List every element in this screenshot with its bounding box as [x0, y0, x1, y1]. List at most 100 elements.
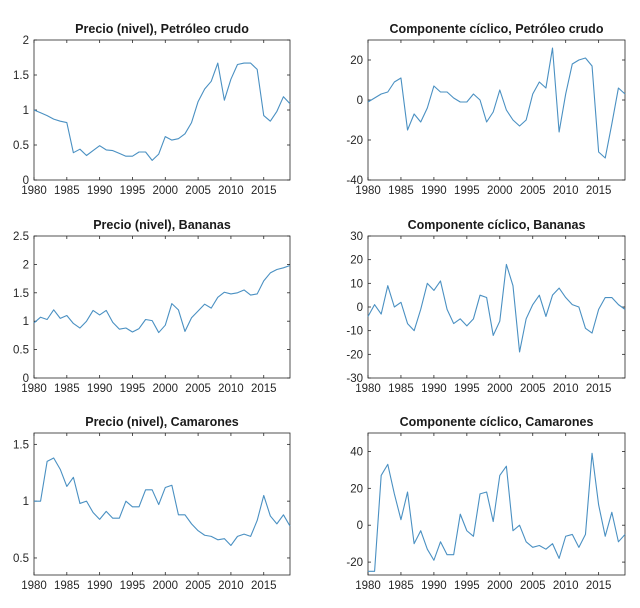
x-tick-label: 1990: [421, 185, 447, 197]
x-tick-label: 1995: [454, 185, 480, 197]
plot-frame: [367, 432, 626, 576]
x-tick-label: 1980: [21, 383, 47, 395]
y-tick-label: 1.5: [13, 70, 29, 82]
chart-panel-componente-ciclico-petroleo-crudo: Componente cíclico, Petróleo crudo 1980 19…: [346, 22, 626, 197]
y-tick-label: -30: [346, 373, 363, 385]
x-tick-label: 2015: [586, 580, 612, 592]
y-tick-label: 1.5: [13, 288, 29, 300]
x-tick-label: 2000: [487, 185, 513, 197]
y-tick-label: 2: [23, 259, 29, 271]
plot-frame: [367, 39, 626, 181]
y-tick-label: 1: [23, 316, 29, 328]
y-tick-label: 0.5: [13, 140, 29, 152]
y-tick-label: 0: [357, 95, 363, 107]
x-tick-label: 2010: [218, 580, 244, 592]
y-tick-label: 20: [350, 255, 363, 267]
chart-title: Precio (nivel), Petróleo crudo: [75, 22, 249, 36]
plot-frame: [367, 235, 626, 379]
x-tick-label: 2005: [520, 185, 546, 197]
y-tick-label: 0: [23, 373, 29, 385]
y-tick-label: 0: [357, 520, 363, 532]
x-tick-label: 1990: [87, 185, 113, 197]
x-tick-label: 2005: [185, 383, 211, 395]
y-tick-label: 1: [23, 496, 29, 508]
x-tick-label: 1990: [87, 580, 113, 592]
series-line: [367, 263, 626, 353]
chart-title: Componente cíclico, Petróleo crudo: [390, 22, 604, 36]
x-tick-label: 2005: [520, 383, 546, 395]
y-tick-label: -10: [346, 326, 363, 338]
x-tick-label: 2000: [152, 580, 178, 592]
x-tick-label: 2015: [251, 580, 277, 592]
x-tick-label: 1985: [388, 383, 414, 395]
x-tick-label: 2000: [487, 383, 513, 395]
chart-title: Componente cíclico, Bananas: [408, 218, 586, 232]
x-tick-label: 1995: [120, 185, 146, 197]
x-tick-label: 2015: [251, 383, 277, 395]
x-tick-label: 1995: [120, 383, 146, 395]
series-line: [367, 47, 626, 159]
y-tick-label: 1: [23, 105, 29, 117]
x-tick-label: 1985: [54, 383, 80, 395]
y-tick-label: 2.5: [13, 231, 29, 243]
plot-frame: [33, 39, 291, 181]
series-line: [368, 452, 626, 572]
x-tick-label: 2015: [586, 185, 612, 197]
y-tick-label: 0.5: [13, 553, 29, 565]
x-tick-label: 2000: [152, 185, 178, 197]
x-tick-label: 1990: [87, 383, 113, 395]
x-tick-label: 1985: [388, 580, 414, 592]
chart-panel-precio-nivel-petroleo-crudo: Precio (nivel), Petróleo crudo 1980 1985 19…: [13, 22, 291, 197]
x-tick-label: 2010: [218, 185, 244, 197]
x-tick-label: 1980: [355, 383, 381, 395]
x-tick-label: 2015: [251, 185, 277, 197]
chart-panel-precio-nivel-bananas: Precio (nivel), Bananas 1980 1985 1990 1995 2…: [13, 218, 291, 395]
x-tick-label: 2005: [520, 580, 546, 592]
y-tick-label: 0: [23, 175, 29, 187]
x-tick-label: 2015: [586, 383, 612, 395]
chart-title: Precio (nivel), Bananas: [93, 218, 231, 232]
y-tick-label: -40: [346, 175, 363, 187]
chart-panel-precio-nivel-camarones: Precio (nivel), Camarones 1980 1985 1990 199…: [13, 415, 291, 592]
x-tick-label: 2010: [553, 383, 579, 395]
chart-title: Precio (nivel), Camarones: [85, 415, 239, 429]
y-tick-label: 0: [357, 302, 363, 314]
plot-frame: [33, 432, 291, 576]
x-tick-label: 2010: [553, 580, 579, 592]
x-tick-label: 1985: [54, 185, 80, 197]
series-line: [34, 457, 291, 547]
x-tick-label: 1990: [421, 580, 447, 592]
x-tick-label: 2010: [218, 383, 244, 395]
y-tick-label: -20: [346, 135, 363, 147]
y-tick-label: 0.5: [13, 345, 29, 357]
x-tick-label: 1980: [21, 580, 47, 592]
chart-panel-componente-ciclico-camarones: Componente cíclico, Camarones 1980 1985 199…: [346, 415, 626, 592]
x-tick-label: 1995: [454, 383, 480, 395]
x-tick-label: 1980: [355, 185, 381, 197]
x-tick-label: 1995: [454, 580, 480, 592]
x-tick-label: 2005: [185, 185, 211, 197]
series-line: [33, 265, 291, 334]
chart-panel-componente-ciclico-bananas: Componente cíclico, Bananas 1980 1985 1990 1…: [346, 218, 626, 395]
y-tick-label: 20: [350, 55, 363, 67]
series-line: [33, 62, 291, 161]
y-tick-label: -20: [346, 557, 363, 569]
y-tick-label: 10: [350, 278, 363, 290]
y-tick-label: 1.5: [13, 439, 29, 451]
x-tick-label: 2005: [185, 580, 211, 592]
x-tick-label: 1995: [120, 580, 146, 592]
y-tick-label: 30: [350, 231, 363, 243]
x-tick-label: 2010: [553, 185, 579, 197]
chart-title: Componente cíclico, Camarones: [400, 415, 594, 429]
y-tick-label: -20: [346, 349, 363, 361]
x-tick-label: 2000: [487, 580, 513, 592]
x-tick-label: 1980: [355, 580, 381, 592]
x-tick-label: 1985: [54, 580, 80, 592]
x-tick-label: 2000: [152, 383, 178, 395]
x-tick-label: 1990: [421, 383, 447, 395]
x-tick-label: 1980: [21, 185, 47, 197]
y-tick-label: 40: [350, 446, 363, 458]
plot-frame: [33, 235, 291, 379]
y-tick-label: 20: [350, 483, 363, 495]
